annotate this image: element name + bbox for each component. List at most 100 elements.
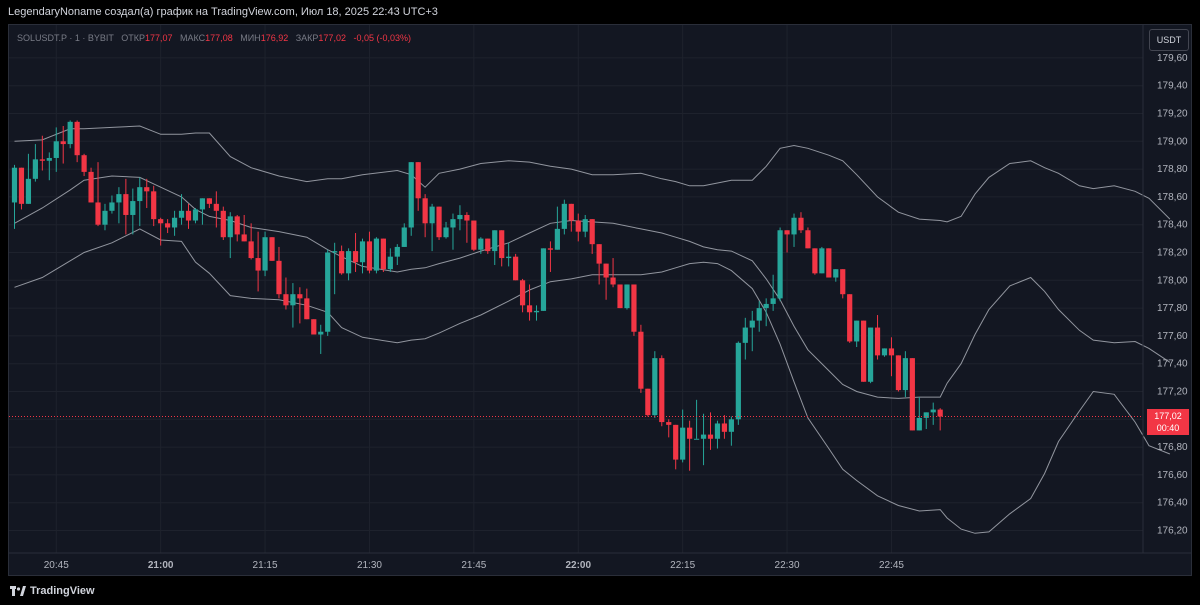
candle[interactable]	[499, 230, 505, 267]
candle[interactable]	[332, 242, 338, 295]
candle[interactable]	[749, 310, 755, 352]
candle[interactable]	[422, 194, 428, 238]
candle[interactable]	[178, 194, 185, 225]
candle[interactable]	[526, 284, 533, 321]
candles[interactable]	[11, 120, 943, 471]
time-axis[interactable]: 20:45 21:00 21:15 21:30 21:45 22:00 22:15 22:30…	[9, 552, 1192, 571]
candle[interactable]	[151, 185, 157, 227]
candle[interactable]	[262, 231, 268, 277]
candle[interactable]	[742, 317, 748, 360]
candle[interactable]	[67, 120, 73, 149]
currency-button[interactable]: USDT	[1149, 29, 1189, 51]
candle[interactable]	[791, 213, 797, 247]
candle[interactable]	[777, 227, 783, 302]
candle[interactable]	[373, 237, 380, 274]
candle[interactable]	[102, 203, 108, 231]
candle[interactable]	[833, 269, 839, 282]
candle[interactable]	[471, 220, 477, 252]
candle[interactable]	[95, 162, 101, 227]
candle[interactable]	[408, 162, 414, 236]
candle[interactable]	[304, 288, 310, 320]
candle[interactable]	[123, 178, 129, 235]
candle[interactable]	[902, 351, 908, 398]
candle[interactable]	[652, 351, 658, 418]
symbol-label[interactable]: SOLUSDT.P · 1 · BYBIT	[17, 33, 114, 43]
candle[interactable]	[234, 214, 240, 242]
candle[interactable]	[171, 210, 178, 236]
candle[interactable]	[116, 187, 122, 224]
candle[interactable]	[185, 203, 192, 229]
candle[interactable]	[784, 230, 790, 253]
candle[interactable]	[645, 388, 651, 417]
candle[interactable]	[199, 198, 206, 225]
candle[interactable]	[568, 203, 574, 232]
candle[interactable]	[25, 153, 32, 204]
candle[interactable]	[700, 413, 707, 466]
candle[interactable]	[492, 230, 498, 266]
candle[interactable]	[394, 244, 400, 266]
candle[interactable]	[366, 231, 373, 274]
candle[interactable]	[206, 198, 212, 209]
candle[interactable]	[478, 237, 484, 254]
candle[interactable]	[867, 327, 874, 384]
candle[interactable]	[617, 284, 623, 309]
candle[interactable]	[464, 212, 470, 243]
candle[interactable]	[909, 358, 915, 431]
candle[interactable]	[735, 341, 741, 425]
candle[interactable]	[728, 416, 734, 446]
candle[interactable]	[770, 274, 776, 311]
candle[interactable]	[144, 178, 150, 209]
candle[interactable]	[519, 278, 526, 313]
candle[interactable]	[192, 208, 199, 224]
candle[interactable]	[32, 144, 38, 182]
candle[interactable]	[401, 223, 407, 247]
candle[interactable]	[53, 127, 59, 172]
candle[interactable]	[443, 221, 449, 239]
candle[interactable]	[937, 408, 943, 431]
candle[interactable]	[429, 203, 435, 252]
candle[interactable]	[554, 206, 560, 250]
candle[interactable]	[81, 153, 87, 177]
candle[interactable]	[687, 420, 693, 471]
candle[interactable]	[895, 355, 902, 392]
candle[interactable]	[269, 237, 275, 261]
candle[interactable]	[485, 238, 491, 254]
candle[interactable]	[819, 246, 825, 274]
candle[interactable]	[88, 167, 94, 203]
candle[interactable]	[561, 199, 567, 235]
candle[interactable]	[415, 162, 421, 211]
candle[interactable]	[283, 277, 289, 310]
candle[interactable]	[109, 195, 115, 214]
candle[interactable]	[603, 263, 609, 300]
candle[interactable]	[707, 412, 714, 450]
candle[interactable]	[457, 205, 463, 231]
candle[interactable]	[624, 284, 630, 310]
candle[interactable]	[359, 238, 366, 274]
candle[interactable]	[923, 412, 929, 430]
candle[interactable]	[798, 212, 804, 234]
candle[interactable]	[805, 227, 811, 249]
candle[interactable]	[812, 248, 818, 275]
candle[interactable]	[318, 324, 324, 354]
candle[interactable]	[763, 298, 769, 327]
candle[interactable]	[714, 420, 721, 449]
candle[interactable]	[137, 177, 143, 227]
candle[interactable]	[721, 415, 728, 439]
candle[interactable]	[596, 244, 602, 285]
candle[interactable]	[826, 248, 832, 278]
candle[interactable]	[248, 223, 254, 260]
candle[interactable]	[874, 315, 881, 360]
chart-frame[interactable]: 176,20176,40176,60176,80177,00177,20177,…	[8, 24, 1192, 576]
candle[interactable]	[74, 120, 80, 163]
candle[interactable]	[631, 284, 637, 336]
candle[interactable]	[311, 319, 317, 335]
candle[interactable]	[255, 231, 261, 292]
candle[interactable]	[297, 287, 303, 324]
candle[interactable]	[513, 253, 519, 281]
candle[interactable]	[575, 213, 581, 242]
candle[interactable]	[11, 164, 18, 229]
candle[interactable]	[854, 320, 860, 348]
candle[interactable]	[352, 233, 359, 272]
candle[interactable]	[888, 337, 895, 377]
candle[interactable]	[547, 241, 554, 272]
